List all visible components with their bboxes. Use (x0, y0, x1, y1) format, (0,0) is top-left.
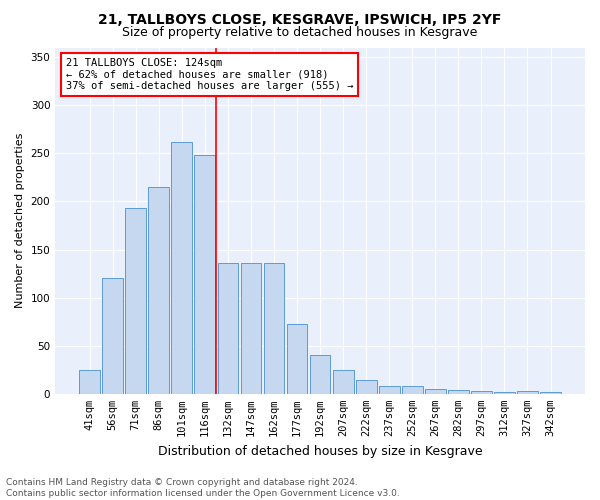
Bar (494, 392, 515, 394)
Bar (333, 370, 353, 394)
Bar (540, 392, 561, 394)
Y-axis label: Number of detached properties: Number of detached properties (15, 133, 25, 308)
Bar (356, 380, 377, 394)
Bar (287, 324, 307, 394)
X-axis label: Distribution of detached houses by size in Kesgrave: Distribution of detached houses by size … (158, 444, 482, 458)
Text: Size of property relative to detached houses in Kesgrave: Size of property relative to detached ho… (122, 26, 478, 39)
Bar (263, 263, 284, 394)
Bar (148, 187, 169, 394)
Bar (102, 278, 123, 394)
Bar (241, 263, 262, 394)
Bar (79, 370, 100, 394)
Text: 21, TALLBOYS CLOSE, KESGRAVE, IPSWICH, IP5 2YF: 21, TALLBOYS CLOSE, KESGRAVE, IPSWICH, I… (98, 12, 502, 26)
Bar (379, 386, 400, 394)
Bar (218, 263, 238, 394)
Bar (448, 390, 469, 394)
Bar (517, 391, 538, 394)
Bar (310, 356, 331, 394)
Bar (402, 386, 422, 394)
Bar (425, 389, 446, 394)
Text: Contains HM Land Registry data © Crown copyright and database right 2024.
Contai: Contains HM Land Registry data © Crown c… (6, 478, 400, 498)
Bar (172, 142, 192, 394)
Text: 21 TALLBOYS CLOSE: 124sqm
← 62% of detached houses are smaller (918)
37% of semi: 21 TALLBOYS CLOSE: 124sqm ← 62% of detac… (66, 58, 353, 91)
Bar (125, 208, 146, 394)
Bar (471, 391, 492, 394)
Bar (194, 155, 215, 394)
